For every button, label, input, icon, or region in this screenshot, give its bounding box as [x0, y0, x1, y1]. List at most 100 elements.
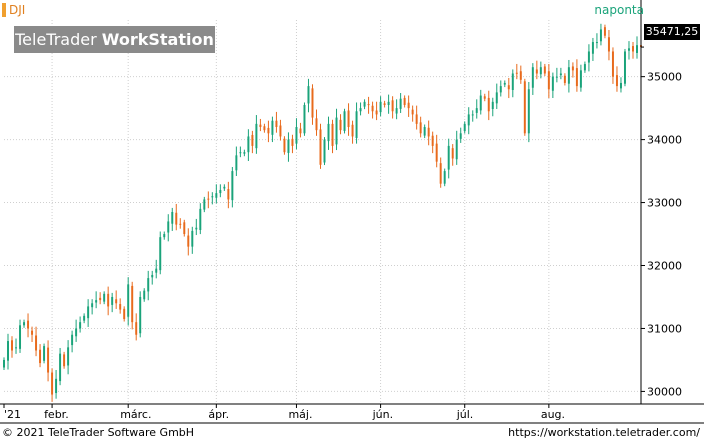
x-tick-label: '21: [4, 408, 21, 421]
candle-body: [119, 304, 122, 310]
y-tick-label: 33000: [647, 197, 682, 210]
candle-body: [551, 76, 554, 91]
candle-body: [39, 349, 42, 364]
candle-body: [555, 76, 558, 78]
candle-body: [631, 46, 634, 52]
candle-body: [387, 101, 390, 105]
candle-body: [419, 122, 422, 134]
logo: TeleTrader WorkStation: [14, 26, 215, 53]
candle-body: [547, 71, 550, 90]
candle-body: [291, 138, 294, 146]
symbol-marker: [2, 3, 6, 17]
x-tick-label: aug.: [541, 408, 565, 421]
x-tick-label: ápr.: [208, 408, 229, 421]
symbol-label: DJI: [9, 3, 26, 17]
candle-body: [355, 111, 358, 138]
candle-body: [211, 196, 214, 198]
candle-body: [87, 306, 90, 319]
candle-body: [379, 101, 382, 113]
candle-body: [636, 45, 638, 53]
candle-body: [383, 103, 386, 105]
candle-body: [19, 325, 22, 349]
candle-body: [487, 97, 490, 112]
candle-body: [347, 110, 350, 128]
candle-body: [371, 105, 374, 112]
axes: 30000 31000 32000 33000 34000 35000 '21 febr. má…: [0, 0, 704, 424]
y-tick-label: 34000: [647, 134, 682, 147]
candle-body: [471, 114, 474, 116]
candle-body: [311, 88, 314, 118]
candle-body: [575, 68, 578, 87]
candle-body: [107, 293, 110, 307]
candle-body: [431, 135, 434, 146]
candle-body: [403, 97, 406, 105]
candle-body: [199, 208, 202, 231]
candle-body: [415, 114, 418, 124]
y-tick-label: 30000: [647, 385, 682, 398]
candle-body: [567, 67, 570, 84]
candle-body: [47, 347, 50, 373]
candle-body: [207, 198, 210, 200]
candle-body: [91, 303, 94, 308]
candle-body: [367, 104, 370, 106]
candle-body: [455, 139, 458, 160]
candle-body: [11, 340, 14, 351]
y-tick-label: 31000: [647, 322, 682, 335]
candle-body: [7, 341, 9, 361]
candle-body: [519, 71, 522, 80]
candle-body: [223, 186, 226, 189]
candle-body: [595, 42, 598, 44]
candle-body: [259, 124, 262, 128]
candle-body: [523, 81, 526, 134]
candle-body: [215, 193, 218, 198]
candle-body: [287, 139, 290, 153]
candle-body: [243, 152, 246, 154]
candle-body: [131, 285, 134, 323]
candle-body: [255, 123, 258, 149]
candle-body: [459, 133, 462, 139]
candle-body: [251, 134, 254, 146]
candle-body: [283, 138, 286, 153]
period-label[interactable]: naponta: [594, 3, 644, 17]
candle-body: [179, 223, 182, 225]
candle-body: [535, 69, 538, 74]
candle-body: [79, 322, 82, 329]
x-tick-label: júl.: [456, 408, 474, 421]
candle-body: [447, 145, 450, 170]
candle-body: [467, 114, 470, 126]
candle-body: [143, 290, 146, 300]
candle-body: [231, 171, 234, 201]
candle-body: [559, 73, 562, 76]
candle-body: [159, 237, 162, 271]
candle-body: [299, 128, 302, 134]
candle-body: [511, 73, 514, 91]
candle-body: [411, 109, 414, 115]
candle-body: [155, 268, 158, 273]
candle-body: [99, 297, 102, 301]
candle-body: [339, 119, 342, 131]
candle-body: [307, 86, 310, 104]
candle-body: [623, 51, 626, 84]
candle-body: [191, 230, 194, 247]
candle-body: [135, 322, 138, 335]
candle-body: [163, 234, 166, 238]
candle-body: [395, 108, 398, 114]
candle-body: [399, 98, 402, 109]
candle-body: [303, 104, 306, 134]
candle-body: [591, 42, 594, 54]
candle-body: [375, 110, 378, 115]
candle-body: [599, 29, 602, 42]
candle-body: [263, 126, 266, 131]
candle-body: [627, 48, 630, 51]
candle-body: [507, 85, 510, 90]
candle-body: [343, 111, 346, 131]
candle-body: [151, 274, 154, 278]
candle-body: [407, 102, 410, 109]
candle-body: [479, 95, 482, 111]
candle-body: [51, 372, 54, 395]
candle-body: [67, 347, 70, 366]
candle-body: [75, 328, 78, 337]
website-link[interactable]: https://workstation.teletrader.com/: [508, 426, 700, 439]
